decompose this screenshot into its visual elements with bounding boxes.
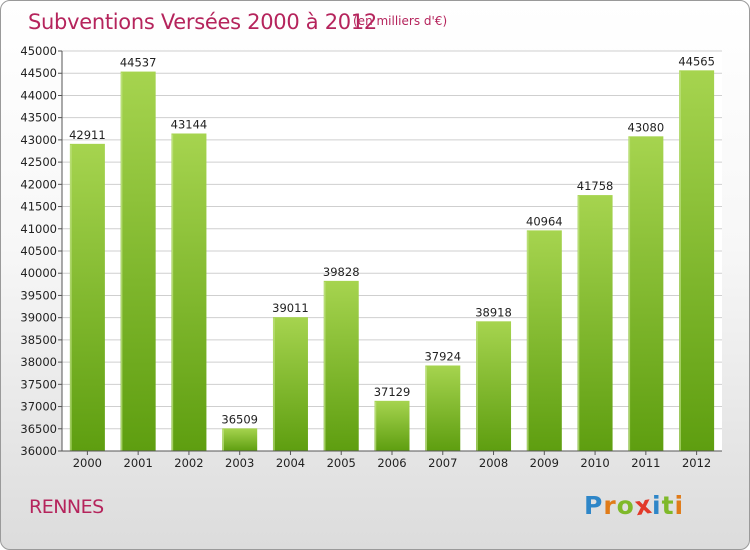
y-tick-label: 44500 <box>20 66 57 80</box>
bar-value-label: 36509 <box>221 412 258 426</box>
y-tick-label: 43500 <box>20 111 57 125</box>
bar <box>69 143 105 451</box>
bar-value-label: 39828 <box>323 265 360 279</box>
y-tick-label: 39000 <box>20 311 57 325</box>
bar-value-label: 39011 <box>272 301 309 315</box>
y-tick-label: 36000 <box>20 444 57 458</box>
bar <box>120 71 156 452</box>
bar <box>272 317 308 451</box>
bar <box>171 133 207 451</box>
logo-letter: i <box>674 491 685 520</box>
y-tick-label: 43000 <box>20 133 57 147</box>
logo-letter: i <box>652 491 662 520</box>
bar <box>425 365 461 451</box>
y-tick-label: 38000 <box>20 355 57 369</box>
bar <box>679 70 715 451</box>
chart-title: Subventions Versées 2000 à 2012 <box>28 10 377 34</box>
logo-letter: r <box>603 491 617 520</box>
x-tick-label: 2010 <box>580 456 609 470</box>
city-name: RENNES <box>29 496 104 518</box>
bar-value-label: 37924 <box>424 349 461 363</box>
bar <box>323 280 359 451</box>
bar-value-label: 44565 <box>678 54 715 68</box>
y-tick-label: 40500 <box>20 244 57 258</box>
y-tick-label: 41500 <box>20 200 57 214</box>
bar <box>628 136 664 452</box>
logo-letter: t <box>661 491 675 520</box>
bar-value-label: 40964 <box>526 214 563 228</box>
proxiti-logo: Proxiti <box>584 490 685 522</box>
x-tick-label: 2003 <box>225 456 254 470</box>
x-tick-label: 2005 <box>327 456 356 470</box>
bar <box>222 428 258 451</box>
y-tick-label: 37000 <box>20 400 57 414</box>
x-tick-label: 2001 <box>124 456 153 470</box>
x-tick-label: 2011 <box>631 456 660 470</box>
bar-value-label: 41758 <box>577 179 614 193</box>
bar <box>526 230 562 451</box>
y-tick-label: 42500 <box>20 155 57 169</box>
y-tick-label: 39500 <box>20 288 57 302</box>
bar-value-label: 43080 <box>628 120 665 134</box>
chart-subtitle: (en milliers d'€) <box>353 14 448 28</box>
bar-value-label: 37129 <box>374 385 411 399</box>
x-tick-label: 2008 <box>479 456 508 470</box>
bar <box>476 321 512 451</box>
x-tick-label: 2007 <box>428 456 457 470</box>
y-tick-label: 38500 <box>20 333 57 347</box>
y-tick-label: 41000 <box>20 222 57 236</box>
x-tick-label: 2004 <box>276 456 305 470</box>
y-tick-label: 36500 <box>20 422 57 436</box>
x-tick-label: 2002 <box>174 456 203 470</box>
y-tick-label: 37500 <box>20 377 57 391</box>
x-tick-label: 2009 <box>530 456 559 470</box>
x-tick-label: 2000 <box>73 456 102 470</box>
y-tick-label: 42000 <box>20 177 57 191</box>
y-tick-label: 40000 <box>20 266 57 280</box>
logo-letter: P <box>584 491 604 520</box>
bar <box>577 195 613 451</box>
bar-value-label: 38918 <box>475 305 512 319</box>
bar-value-label: 42911 <box>69 128 106 142</box>
bar <box>374 400 410 451</box>
x-tick-label: 2012 <box>682 456 711 470</box>
y-tick-label: 45000 <box>20 44 57 58</box>
y-tick-label: 44000 <box>20 88 57 102</box>
bar-value-label: 43144 <box>171 117 208 131</box>
bar-value-label: 44537 <box>120 56 157 70</box>
logo-letter: o <box>616 491 635 520</box>
x-tick-label: 2006 <box>377 456 406 470</box>
